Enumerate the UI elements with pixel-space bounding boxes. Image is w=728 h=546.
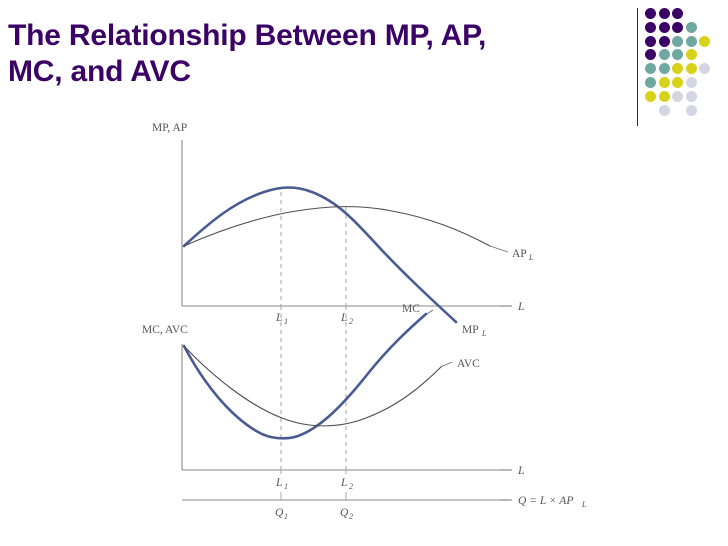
decor-dot-teal bbox=[658, 63, 670, 75]
economics-figure: MP, AP L 1 L 2 AP L L bbox=[130, 118, 630, 538]
decor-dot-yellow bbox=[658, 90, 670, 102]
decor-dot-yellow bbox=[685, 49, 697, 61]
decor-dot-yellow bbox=[672, 63, 684, 75]
l2-label-bottom: L 2 bbox=[340, 477, 353, 491]
mp-ap-axis-label: MP, AP bbox=[152, 122, 187, 134]
decor-dot-purple bbox=[658, 35, 670, 47]
decor-dot-yellow bbox=[699, 35, 711, 47]
decor-dot-purple bbox=[658, 21, 670, 33]
decor-dot-teal bbox=[685, 21, 697, 33]
ap-curve-label: AP L bbox=[512, 248, 534, 262]
mp-curve-label: MP L bbox=[462, 324, 487, 338]
l1-bottom-text: L bbox=[275, 477, 282, 489]
q2-label: Q 2 bbox=[340, 507, 353, 521]
vertical-divider-rule bbox=[637, 8, 638, 126]
l1-label-bottom: L 1 bbox=[275, 477, 288, 491]
decor-dot-purple bbox=[645, 49, 656, 61]
mp-curve bbox=[182, 186, 458, 324]
mc-curve bbox=[182, 312, 428, 440]
mp-label-text: MP bbox=[462, 324, 479, 336]
l2-label-top: L 2 bbox=[340, 312, 353, 326]
l2-label-subscript: 2 bbox=[349, 317, 353, 326]
q-formula-text: Q = L × AP bbox=[518, 495, 573, 507]
l1-label-top: L 1 bbox=[275, 312, 288, 326]
l2-bottom-subscript: 2 bbox=[349, 482, 353, 491]
avc-curve-label: AVC bbox=[457, 358, 480, 370]
avc-curve bbox=[183, 345, 443, 427]
ap-label-leader bbox=[489, 245, 509, 253]
decor-dot-teal bbox=[645, 63, 656, 75]
decor-dot-teal bbox=[672, 49, 684, 61]
q1-label-text: Q bbox=[275, 507, 284, 519]
decor-dot-teal bbox=[658, 49, 670, 61]
mc-avc-axis-label: MC, AVC bbox=[142, 324, 188, 336]
decor-dot-teal bbox=[672, 35, 684, 47]
decor-dot-purple bbox=[672, 8, 684, 19]
decor-dot-purple bbox=[645, 21, 656, 33]
l1-label-text: L bbox=[275, 312, 282, 324]
q-formula-label: Q = L × AP L bbox=[518, 495, 587, 509]
l-axis-label-bottom: L bbox=[517, 465, 524, 477]
l2-bottom-text: L bbox=[340, 477, 347, 489]
decor-dot-teal bbox=[685, 35, 697, 47]
ap-curve bbox=[183, 206, 491, 247]
decor-dot-lavender bbox=[672, 90, 684, 102]
decor-dot-yellow bbox=[672, 77, 684, 88]
decor-dot-lavender bbox=[699, 63, 711, 75]
decor-dot-yellow bbox=[658, 77, 670, 88]
mc-curve-label: MC bbox=[402, 303, 420, 315]
q1-label: Q 1 bbox=[275, 507, 288, 521]
q2-label-subscript: 2 bbox=[349, 512, 353, 521]
q-formula-subscript: L bbox=[581, 500, 587, 509]
decor-dot-purple bbox=[672, 21, 684, 33]
ap-label-subscript: L bbox=[528, 253, 534, 262]
mc-label-leader bbox=[426, 309, 434, 315]
l1-bottom-subscript: 1 bbox=[284, 482, 288, 491]
l2-label-text: L bbox=[340, 312, 347, 324]
product-curves-chart: MP, AP L 1 L 2 AP L L bbox=[152, 122, 534, 338]
mp-label-subscript: L bbox=[481, 329, 487, 338]
decor-dot-yellow bbox=[685, 63, 697, 75]
decor-dot-lavender bbox=[685, 104, 697, 116]
decor-dot-lavender bbox=[685, 77, 697, 88]
l1-label-subscript: 1 bbox=[284, 317, 288, 326]
page-title: The Relationship Between MP, AP, MC, and… bbox=[8, 19, 487, 88]
q2-label-text: Q bbox=[340, 507, 349, 519]
dot-grid-decoration bbox=[645, 8, 728, 128]
decor-dot-yellow bbox=[645, 90, 656, 102]
l-axis-label-top: L bbox=[517, 301, 524, 313]
decor-dot-teal bbox=[645, 77, 656, 88]
q1-label-subscript: 1 bbox=[284, 512, 288, 521]
decor-dot-purple bbox=[645, 8, 656, 19]
decor-dot-purple bbox=[658, 8, 670, 19]
decor-dot-lavender bbox=[685, 90, 697, 102]
ap-label-text: AP bbox=[512, 248, 527, 260]
decor-dot-purple bbox=[645, 35, 656, 47]
decor-dot-lavender bbox=[658, 104, 670, 116]
cost-curves-chart: MC, AVC L 1 L 2 MC AVC L bbox=[142, 303, 587, 521]
avc-label-leader bbox=[442, 361, 453, 367]
